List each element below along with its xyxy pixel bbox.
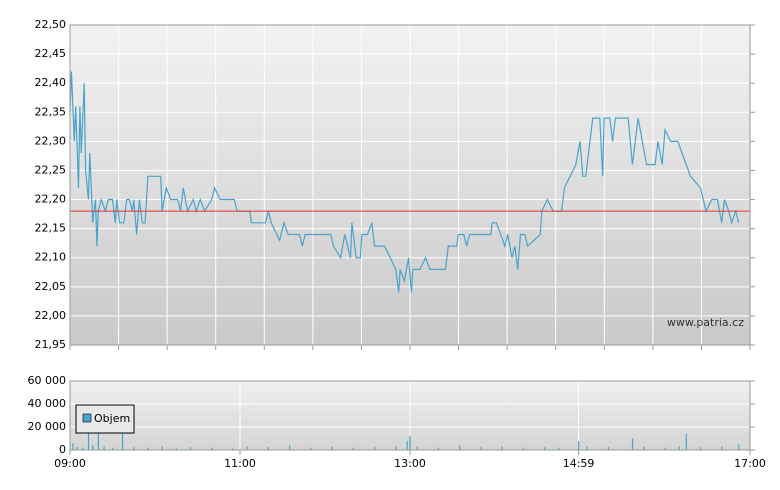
y-tick-label: 22,15 [35,222,67,235]
volume-bar [246,446,248,450]
volume-bar [409,436,411,450]
volume-bar [586,446,588,450]
volume-bar [437,447,440,450]
volume-bar [331,446,333,450]
volume-bar [631,438,634,450]
volume-bar [112,447,114,450]
x-tick-label: 17:00 [734,457,766,470]
volume-bar [352,447,355,450]
volume-bar [522,447,525,450]
volume-bar [607,447,610,450]
volume-bar [289,445,291,450]
y-tick-label: 22,35 [35,105,67,118]
price-frame [69,24,751,346]
volume-bar [544,447,546,450]
volume-bar [310,447,312,450]
volume-bar [678,446,680,450]
volume-bar [147,447,149,450]
y-tick-label: 22,05 [35,280,67,293]
y-tick-label: 0 [59,443,66,456]
volume-bar [699,447,702,450]
watermark: www.patria.cz [667,316,744,329]
volume-bar [82,447,84,450]
volume-bar [175,448,177,450]
y-tick-label: 22,50 [35,18,67,31]
volume-bar [406,440,408,450]
volume-bar [558,447,560,450]
y-tick-label: 60 000 [28,374,67,387]
price-line [69,71,740,293]
volume-bar [103,446,105,450]
volume-bar [685,433,687,450]
y-tick-label: 22,45 [35,47,67,60]
x-tick-label: 14:59 [563,457,595,470]
y-tick-label: 20 000 [28,420,67,433]
volume-bar [161,446,163,450]
y-tick-label: 22,00 [35,309,67,322]
y-tick-label: 22,40 [35,76,67,89]
volume-bar [395,445,397,450]
volume-bar [459,445,461,450]
volume-bar [267,447,270,450]
y-tick-label: 22,20 [35,193,67,206]
volume-frame [69,380,751,451]
volume-bar [721,446,723,450]
y-tick-label: 22,30 [35,134,67,147]
y-tick-label: 22,25 [35,163,67,176]
volume-bar [211,447,213,450]
volume-bar [133,447,135,450]
volume-bar [189,447,192,450]
x-tick-label: 13:00 [394,457,426,470]
volume-bar [121,425,124,450]
volume-bar [92,445,94,450]
volume-bar [738,444,740,450]
volume-bar [232,448,234,450]
volume-bar [643,446,645,450]
volume-bar [416,446,418,450]
volume-bar [374,447,376,450]
legend-swatch [82,413,92,423]
y-tick-label: 22,10 [35,251,67,264]
legend-label: Objem [94,412,130,425]
volume-bar [72,443,74,450]
volume-bar [76,446,78,450]
x-tick-label: 09:00 [54,457,86,470]
y-tick-label: 40 000 [28,397,67,410]
x-tick-label: 11:00 [224,457,256,470]
volume-bar [501,446,503,450]
y-tick-label: 21,95 [35,338,67,351]
volume-bar [480,447,482,450]
volume-bar [664,447,666,450]
volume-bar [578,440,580,450]
